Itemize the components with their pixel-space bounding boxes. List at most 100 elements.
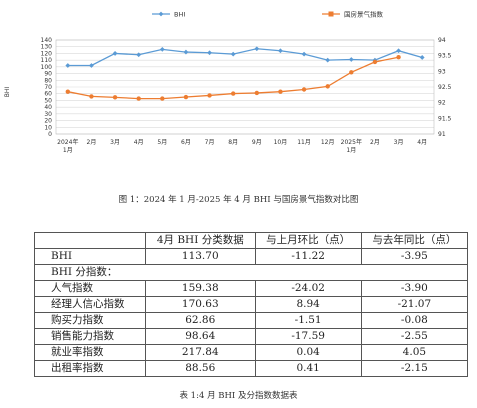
table-header-cell: 与去年同比（点） [360, 232, 469, 249]
housing-index-point [372, 59, 378, 65]
x-tick-label: 4月 [134, 139, 144, 146]
legend-swatch-marker [328, 11, 334, 17]
table-section-row: BHI 分指数： [34, 264, 468, 281]
right-tick-label: 91.5 [438, 115, 452, 122]
x-tick-label: 2024年 1月 [57, 138, 78, 154]
table-caption: 表 1:4 月 BHI 及分指数数据表 [179, 391, 298, 401]
table-row: BHI 113.70 -11.22 -3.95 [34, 248, 469, 265]
left-tick-label: 0 [48, 131, 52, 138]
row-name: BHI [34, 248, 146, 265]
x-tick-label: 6月 [181, 139, 191, 146]
left-tick-label: 100 [41, 64, 53, 71]
legend-label: 国房景气指数 [344, 10, 384, 19]
left-tick-label: 40 [44, 104, 52, 111]
bhi-point [254, 46, 260, 52]
housing-index-point [160, 96, 165, 101]
x-tick-line: 12月 [321, 139, 335, 146]
left-tick-label: 20 [44, 118, 52, 125]
row-yoy: -21.07 [360, 296, 469, 313]
housing-index-point [65, 89, 71, 94]
row-mom: -17.59 [254, 328, 362, 345]
row-mom: -24.02 [254, 280, 362, 297]
row-mom: 8.94 [254, 296, 362, 313]
row-name: 销售能力指数 [34, 328, 146, 345]
x-tick-label: 7月 [205, 139, 215, 146]
row-value: 62.86 [145, 312, 256, 329]
x-tick-label: 4月 [417, 139, 427, 146]
table-header-row: 4月 BHI 分类数据 与上月环比（点） 与去年同比（点） [34, 232, 469, 249]
bhi-point [325, 57, 331, 63]
housing-index-point [325, 84, 330, 89]
housing-index-point [89, 94, 94, 99]
row-name: 人气指数 [34, 280, 146, 297]
row-yoy: -2.55 [360, 328, 469, 345]
x-tick-line: 4月 [417, 139, 427, 146]
bhi-point [396, 48, 401, 54]
chart-legend: BHI 国房景气指数 [152, 10, 384, 19]
bhi-point [278, 48, 283, 54]
bhi-point [230, 51, 236, 57]
x-tick-label: 2025年 1月 [341, 138, 362, 154]
table-row: 经理人信心指数 170.63 8.94 -21.07 [34, 296, 469, 313]
housing-index-point [230, 91, 236, 96]
left-tick-label: 10 [44, 124, 52, 131]
row-mom: -11.22 [254, 248, 362, 265]
x-tick-label: 11月 [297, 139, 311, 146]
row-yoy: -3.90 [360, 280, 469, 297]
housing-index-point [278, 89, 283, 94]
left-tick-label: 110 [41, 57, 53, 64]
x-tick-line: 9月 [252, 139, 262, 146]
x-tick-line: 4月 [134, 139, 144, 146]
row-name: 经理人信心指数 [34, 296, 146, 313]
right-tick-label: 91 [438, 131, 446, 138]
right-tick-label: 92 [438, 100, 446, 107]
x-tick-line: 2月 [370, 139, 380, 146]
left-tick-label: 140 [41, 37, 53, 44]
row-mom: 0.04 [254, 344, 362, 361]
row-value: 170.63 [145, 296, 256, 313]
row-value: 217.84 [145, 344, 256, 361]
row-mom: -1.51 [254, 312, 362, 329]
left-tick-label: 90 [44, 71, 52, 78]
table-header-cell: 4月 BHI 分类数据 [145, 232, 256, 249]
x-tick-line: 10月 [274, 139, 288, 146]
housing-index-point [396, 55, 401, 60]
row-yoy: -0.08 [360, 312, 469, 329]
bhi-point [348, 57, 354, 62]
row-value: 159.38 [145, 280, 256, 297]
bhi-point [183, 49, 189, 55]
right-tick-label: 94 [438, 37, 446, 44]
row-value: 98.64 [145, 328, 256, 345]
housing-index-point [136, 96, 141, 101]
table-row: 就业率指数 217.84 0.04 4.05 [34, 344, 469, 361]
x-tick-line: 7月 [205, 139, 215, 146]
row-value: 88.56 [145, 360, 256, 377]
right-tick-label: 93 [438, 68, 446, 75]
row-mom: 0.41 [254, 360, 362, 377]
housing-index-point [301, 87, 307, 92]
y-axis-label: BHI [4, 87, 11, 98]
bhi-point [89, 63, 94, 68]
x-tick-label: 12月 [321, 139, 335, 146]
bhi-point [301, 51, 307, 57]
bhi-point [419, 55, 425, 60]
housing-index-point [183, 94, 189, 100]
left-tick-label: 120 [41, 50, 53, 57]
table-row: 人气指数 159.38 -24.02 -3.90 [34, 280, 469, 297]
row-yoy: 4.05 [360, 344, 469, 361]
x-tick-label: 5月 [157, 139, 167, 146]
x-tick-label: 2月 [370, 139, 380, 146]
row-name: 购买力指数 [34, 312, 146, 329]
left-tick-label: 30 [44, 111, 52, 118]
chart-gridlines [55, 39, 435, 135]
x-tick-line: 3月 [394, 139, 404, 146]
bhi-line [67, 48, 423, 67]
housing-index-point [112, 95, 118, 100]
housing-index-point [254, 90, 260, 96]
chart-series [65, 46, 425, 101]
table-header-cell [34, 232, 146, 249]
x-tick-line: 11月 [297, 139, 311, 146]
row-yoy: -2.15 [360, 360, 469, 377]
x-tick-label: 3月 [394, 139, 404, 146]
